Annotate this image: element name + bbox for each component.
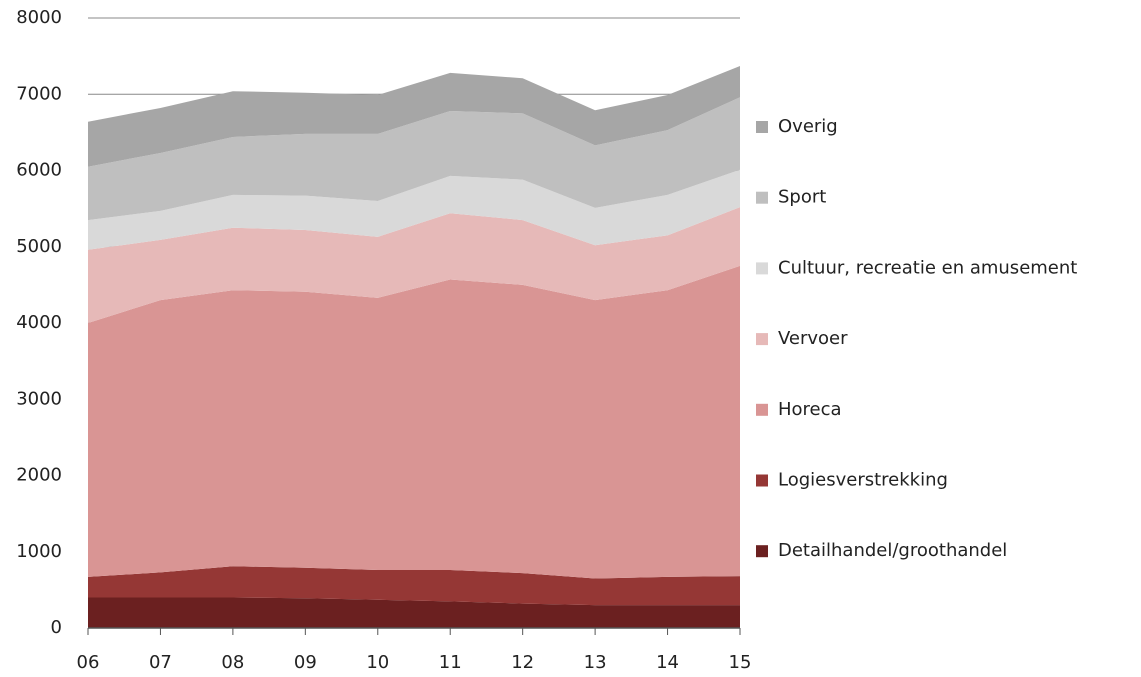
x-tick-label: 12 bbox=[511, 652, 534, 673]
area bbox=[88, 265, 740, 579]
legend-label: Detailhandel/groothandel bbox=[778, 540, 1007, 561]
area bbox=[88, 66, 740, 167]
legend-swatch bbox=[756, 545, 768, 558]
area bbox=[88, 566, 740, 606]
x-tick-label: 14 bbox=[656, 652, 679, 673]
area bbox=[88, 169, 740, 250]
x-tick-label: 07 bbox=[149, 652, 172, 673]
x-tick-label: 08 bbox=[221, 652, 244, 673]
legend-swatch bbox=[756, 333, 768, 346]
legend-label: Overig bbox=[778, 116, 838, 137]
y-tick-label: 7000 bbox=[16, 83, 62, 104]
x-tick-label: 13 bbox=[584, 652, 607, 673]
y-tick-label: 4000 bbox=[16, 312, 62, 333]
legend-swatch bbox=[756, 191, 768, 204]
area bbox=[88, 597, 740, 628]
x-tick-label: 15 bbox=[729, 652, 752, 673]
legend-swatch bbox=[756, 403, 768, 416]
area bbox=[88, 207, 740, 323]
legend-swatch bbox=[756, 121, 768, 133]
legend-label: Sport bbox=[778, 187, 826, 208]
y-tick-label: 6000 bbox=[16, 160, 62, 181]
area bbox=[88, 97, 740, 221]
x-tick-label: 09 bbox=[294, 652, 317, 673]
y-tick-label: 0 bbox=[51, 617, 62, 638]
legend-label: Logiesverstrekking bbox=[778, 470, 948, 491]
legend-label: Cultuur, recreatie en amusement bbox=[778, 257, 1077, 278]
y-tick-label: 3000 bbox=[16, 388, 62, 409]
legend-label: Horeca bbox=[778, 399, 842, 420]
x-tick-label: 10 bbox=[366, 652, 389, 673]
legend-swatch bbox=[756, 474, 768, 487]
y-tick-label: 5000 bbox=[16, 236, 62, 257]
legend-swatch bbox=[756, 262, 768, 275]
x-tick-label: 06 bbox=[77, 652, 100, 673]
y-tick-label: 1000 bbox=[16, 541, 62, 562]
legend-label: Vervoer bbox=[778, 328, 848, 349]
y-tick-label: 2000 bbox=[16, 465, 62, 486]
x-tick-label: 11 bbox=[439, 652, 462, 673]
y-tick-label: 8000 bbox=[16, 7, 62, 28]
